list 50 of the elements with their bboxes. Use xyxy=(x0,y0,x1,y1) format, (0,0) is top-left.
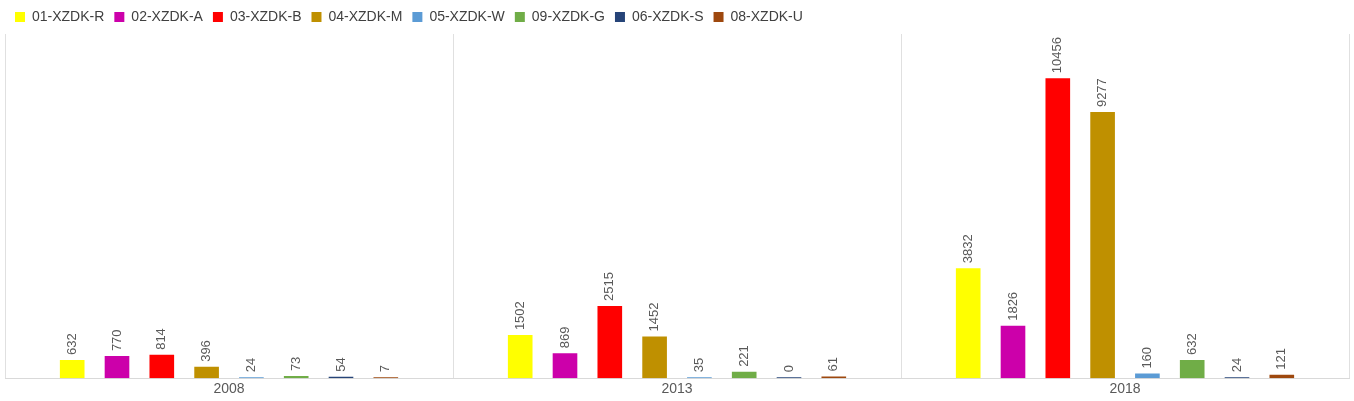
data-label: 221 xyxy=(735,345,751,367)
data-label: 2515 xyxy=(601,272,617,302)
data-label: 869 xyxy=(556,326,572,349)
x-tick-label: 2013 xyxy=(661,380,693,397)
data-label: 24 xyxy=(1228,357,1244,373)
data-label: 396 xyxy=(198,340,214,362)
bar xyxy=(1090,112,1115,379)
legend-label: 01-XZDK-R xyxy=(32,7,105,24)
data-label: 61 xyxy=(825,356,841,372)
bar xyxy=(1179,360,1205,379)
data-label: 814 xyxy=(153,328,169,350)
bar xyxy=(642,336,667,379)
data-label: 24 xyxy=(242,357,258,373)
data-label: 9277 xyxy=(1094,78,1110,108)
data-label: 7 xyxy=(377,364,393,373)
data-label: 1502 xyxy=(511,301,527,331)
bar xyxy=(507,335,533,379)
data-label: 160 xyxy=(1138,346,1154,369)
data-label: 1826 xyxy=(1004,291,1020,321)
data-label: 54 xyxy=(332,357,348,372)
bar xyxy=(149,354,175,379)
data-label: 3832 xyxy=(959,234,975,264)
legend-label: 06-XZDK-S xyxy=(631,7,704,24)
data-label: 121 xyxy=(1273,348,1289,370)
bar xyxy=(283,376,309,379)
bar xyxy=(552,353,578,379)
data-label: 35 xyxy=(690,357,706,373)
bar xyxy=(731,371,757,379)
data-label: 10456 xyxy=(1049,37,1065,74)
bar xyxy=(955,268,981,379)
bar xyxy=(597,306,623,379)
bar xyxy=(1000,325,1026,379)
data-label: 632 xyxy=(63,333,79,356)
bar xyxy=(194,366,219,379)
legend-label: 02-XZDK-A xyxy=(131,7,204,24)
data-label: 770 xyxy=(108,329,124,352)
legend-label: 05-XZDK-W xyxy=(429,7,506,24)
legend-label: 04-XZDK-M xyxy=(328,7,403,24)
x-tick-label: 2018 xyxy=(1109,380,1141,397)
x-tick-label: 2008 xyxy=(213,380,245,397)
bar xyxy=(1045,78,1071,379)
legend-label: 03-XZDK-B xyxy=(229,7,302,24)
data-label: 1452 xyxy=(646,302,662,332)
legend-label: 09-XZDK-G xyxy=(531,7,605,24)
bar xyxy=(59,360,85,379)
data-label: 73 xyxy=(287,356,303,372)
data-label: 632 xyxy=(1183,333,1199,356)
bar xyxy=(104,356,130,379)
legend-label: 08-XZDK-U xyxy=(730,7,803,24)
data-label: 0 xyxy=(780,364,796,373)
